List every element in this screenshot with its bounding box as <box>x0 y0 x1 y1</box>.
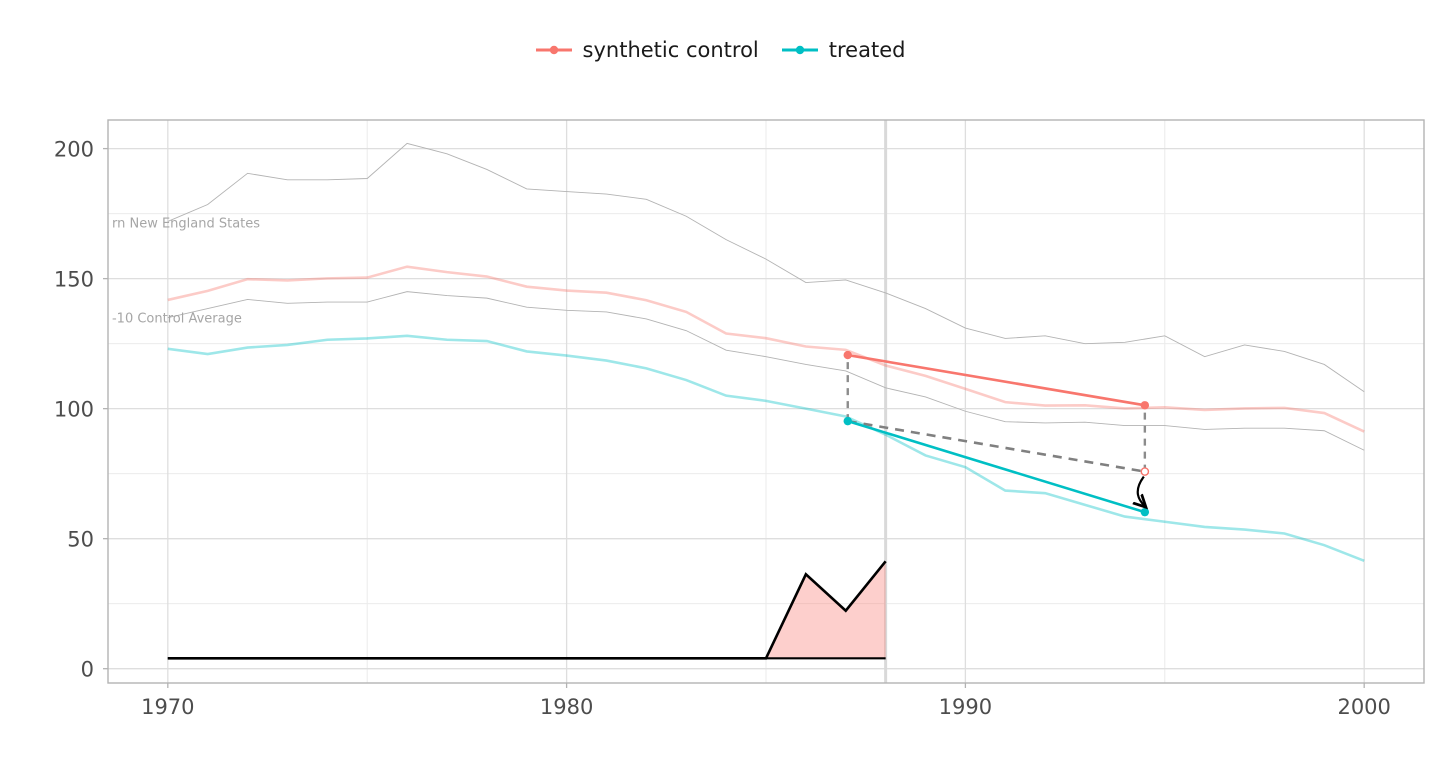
legend-item-treated: treated <box>781 38 906 62</box>
context-line-top-10-control-average <box>167 291 1365 451</box>
context-line-northern-new-england-states <box>167 142 1365 393</box>
y-tick-label: 50 <box>67 528 94 552</box>
plot-area: rn New England States -10 Control Average <box>112 142 1365 660</box>
annotation-label-1: -10 Control Average <box>112 312 242 327</box>
axes: 1970 1980 1990 2000 0 50 100 150 200 <box>54 138 1391 719</box>
legend-label-treated: treated <box>828 38 906 62</box>
treated-point-end <box>1140 507 1150 517</box>
x-tick-label: 1980 <box>540 695 593 719</box>
annotation-label-0: rn New England States <box>112 217 260 232</box>
treated-point-start <box>843 416 852 426</box>
synthetic-point-start <box>843 350 852 360</box>
y-tick-label: 0 <box>81 658 94 682</box>
effect-arrow <box>1138 475 1145 507</box>
series-line-synthetic-control <box>167 265 1365 433</box>
legend: synthetic control treated <box>0 38 1440 62</box>
gap-area <box>167 561 886 659</box>
x-tick-label: 1990 <box>939 695 992 719</box>
y-tick-label: 200 <box>54 138 94 162</box>
series-line-treated <box>167 334 1365 562</box>
y-tick-label: 150 <box>54 268 94 292</box>
legend-label-synthetic: synthetic control <box>582 38 759 62</box>
legend-key-treated-icon <box>781 45 818 55</box>
legend-key-synthetic-icon <box>535 45 572 55</box>
y-tick-label: 100 <box>54 398 94 422</box>
panel-border <box>107 119 1425 684</box>
counterfactual-point <box>1140 467 1150 476</box>
treated-segment <box>847 419 1146 514</box>
x-tick-label: 1970 <box>141 695 194 719</box>
x-tick-label: 2000 <box>1337 695 1390 719</box>
grid-lines <box>108 120 1424 683</box>
synthetic-segment <box>847 353 1146 407</box>
counterfactual-dashed-line <box>847 419 1146 473</box>
legend-item-synthetic: synthetic control <box>535 38 759 62</box>
synthetic-point-end <box>1140 401 1150 410</box>
